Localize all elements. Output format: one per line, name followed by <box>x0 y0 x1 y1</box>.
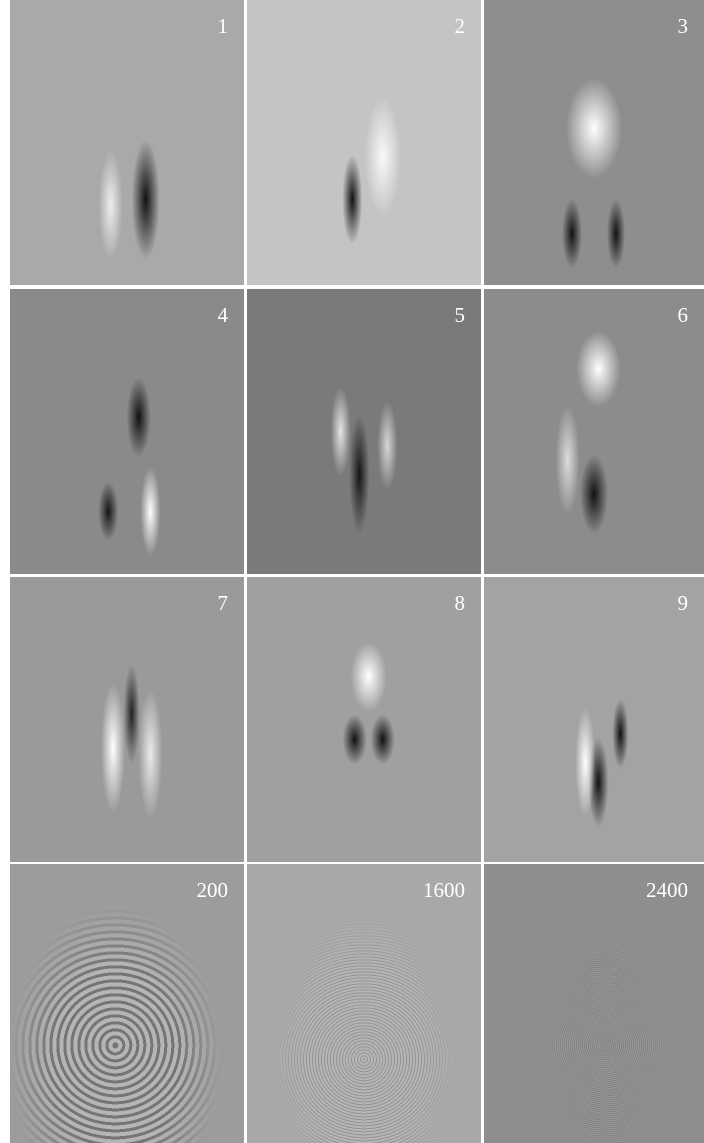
panel-label: 4 <box>218 303 229 328</box>
panel-label: 1 <box>218 14 229 39</box>
mode-panel: 7 <box>10 577 244 862</box>
mode-panel: 2 <box>247 0 481 285</box>
figure: 1 2 3 4 5 6 7 8 9 200 1600 2400 <box>0 0 704 1143</box>
panel-label: 7 <box>218 591 229 616</box>
mode-panel: 3 <box>484 0 704 285</box>
panel-label: 5 <box>455 303 466 328</box>
mode-panel: 4 <box>10 289 244 574</box>
mode-panel: 9 <box>484 577 704 862</box>
mode-panel: 2400 <box>484 864 704 1143</box>
panel-label: 2400 <box>646 878 688 903</box>
panel-label: 1600 <box>423 878 465 903</box>
mode-panel: 5 <box>247 289 481 574</box>
mode-panel: 8 <box>247 577 481 862</box>
panel-label: 9 <box>678 591 689 616</box>
panel-label: 8 <box>455 591 466 616</box>
mode-panel: 1600 <box>247 864 481 1143</box>
mode-panel: 6 <box>484 289 704 574</box>
panel-label: 6 <box>678 303 689 328</box>
panel-label: 3 <box>678 14 689 39</box>
panel-label: 2 <box>455 14 466 39</box>
panel-label: 200 <box>197 878 229 903</box>
mode-panel: 1 <box>10 0 244 285</box>
mode-panel: 200 <box>10 864 244 1143</box>
